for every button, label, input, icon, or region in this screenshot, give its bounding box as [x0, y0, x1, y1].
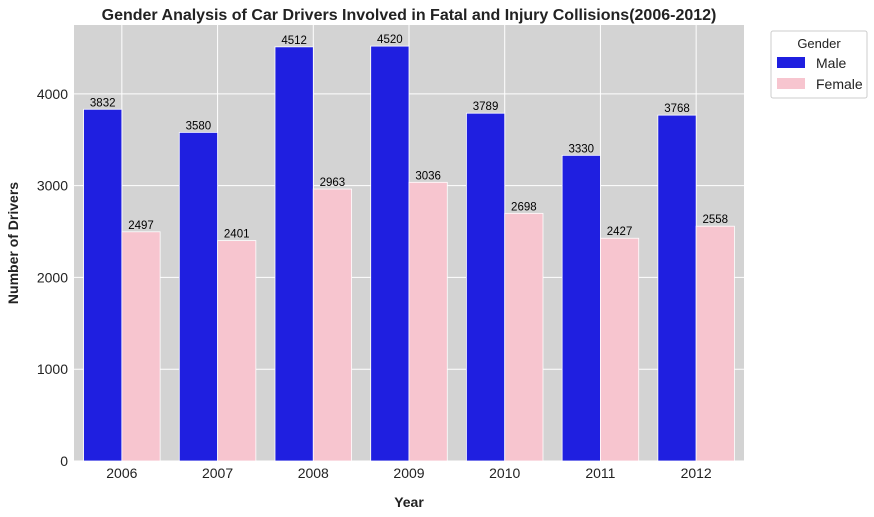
- bar-female: [600, 237, 640, 462]
- bar-male: [83, 108, 123, 462]
- legend-label: Male: [816, 55, 847, 71]
- chart-title: Gender Analysis of Car Drivers Involved …: [102, 7, 717, 24]
- data-label-male: 3832: [90, 97, 116, 109]
- data-label-male: 3789: [473, 101, 499, 113]
- legend: Gender Male Female: [770, 30, 868, 99]
- bar-male: [274, 46, 314, 462]
- x-tick-label: 2010: [489, 465, 520, 481]
- x-tick-label: 2006: [106, 465, 137, 481]
- y-axis-ticks: 0 1000 2000 3000 4000: [37, 86, 68, 469]
- x-axis-label: Year: [394, 494, 424, 510]
- y-tick-label: 3000: [37, 178, 68, 194]
- x-tick-label: 2007: [202, 465, 233, 481]
- data-label-female: 2963: [320, 177, 346, 189]
- data-label-male: 3768: [664, 103, 690, 115]
- y-tick-label: 2000: [37, 269, 68, 285]
- data-label-male: 3330: [568, 143, 594, 155]
- data-label-female: 2427: [607, 226, 633, 238]
- y-tick-label: 0: [60, 453, 68, 469]
- bar-male: [370, 45, 410, 462]
- bar-male: [466, 112, 506, 462]
- bar-male: [561, 154, 601, 462]
- legend-title: Gender: [797, 36, 841, 51]
- bar-female: [695, 225, 735, 462]
- data-label-female: 2698: [511, 201, 537, 213]
- x-axis-ticks: 2006 2007 2008 2009 2010 2011 2012: [106, 465, 712, 481]
- legend-swatch: [777, 57, 805, 68]
- y-axis-label: Number of Drivers: [5, 182, 21, 304]
- x-tick-label: 2011: [585, 465, 615, 481]
- bar-male: [657, 114, 697, 462]
- data-label-female: 2401: [224, 229, 250, 241]
- y-tick-label: 4000: [37, 86, 68, 102]
- legend-label: Female: [816, 76, 863, 92]
- x-tick-label: 2009: [393, 465, 424, 481]
- data-label-female: 3036: [415, 170, 441, 182]
- legend-items: Male Female: [777, 55, 863, 92]
- data-label-male: 4520: [377, 34, 403, 46]
- bar-female: [408, 181, 448, 462]
- bar-female: [312, 188, 352, 462]
- x-tick-label: 2008: [298, 465, 329, 481]
- bar-female: [504, 212, 544, 462]
- legend-swatch: [777, 78, 805, 89]
- bar-female: [121, 231, 161, 462]
- bar-female: [217, 240, 257, 462]
- bar-male: [178, 131, 218, 462]
- x-tick-label: 2012: [681, 465, 712, 481]
- data-label-male: 3580: [186, 120, 212, 132]
- data-label-female: 2497: [128, 220, 154, 232]
- y-tick-label: 1000: [37, 361, 68, 377]
- bars: [83, 45, 735, 462]
- data-label-female: 2558: [702, 214, 728, 226]
- data-labels: 3832 3580 4512 4520 3789 3330 3768 2497 2401 2963…: [90, 34, 728, 241]
- data-label-male: 4512: [281, 35, 307, 47]
